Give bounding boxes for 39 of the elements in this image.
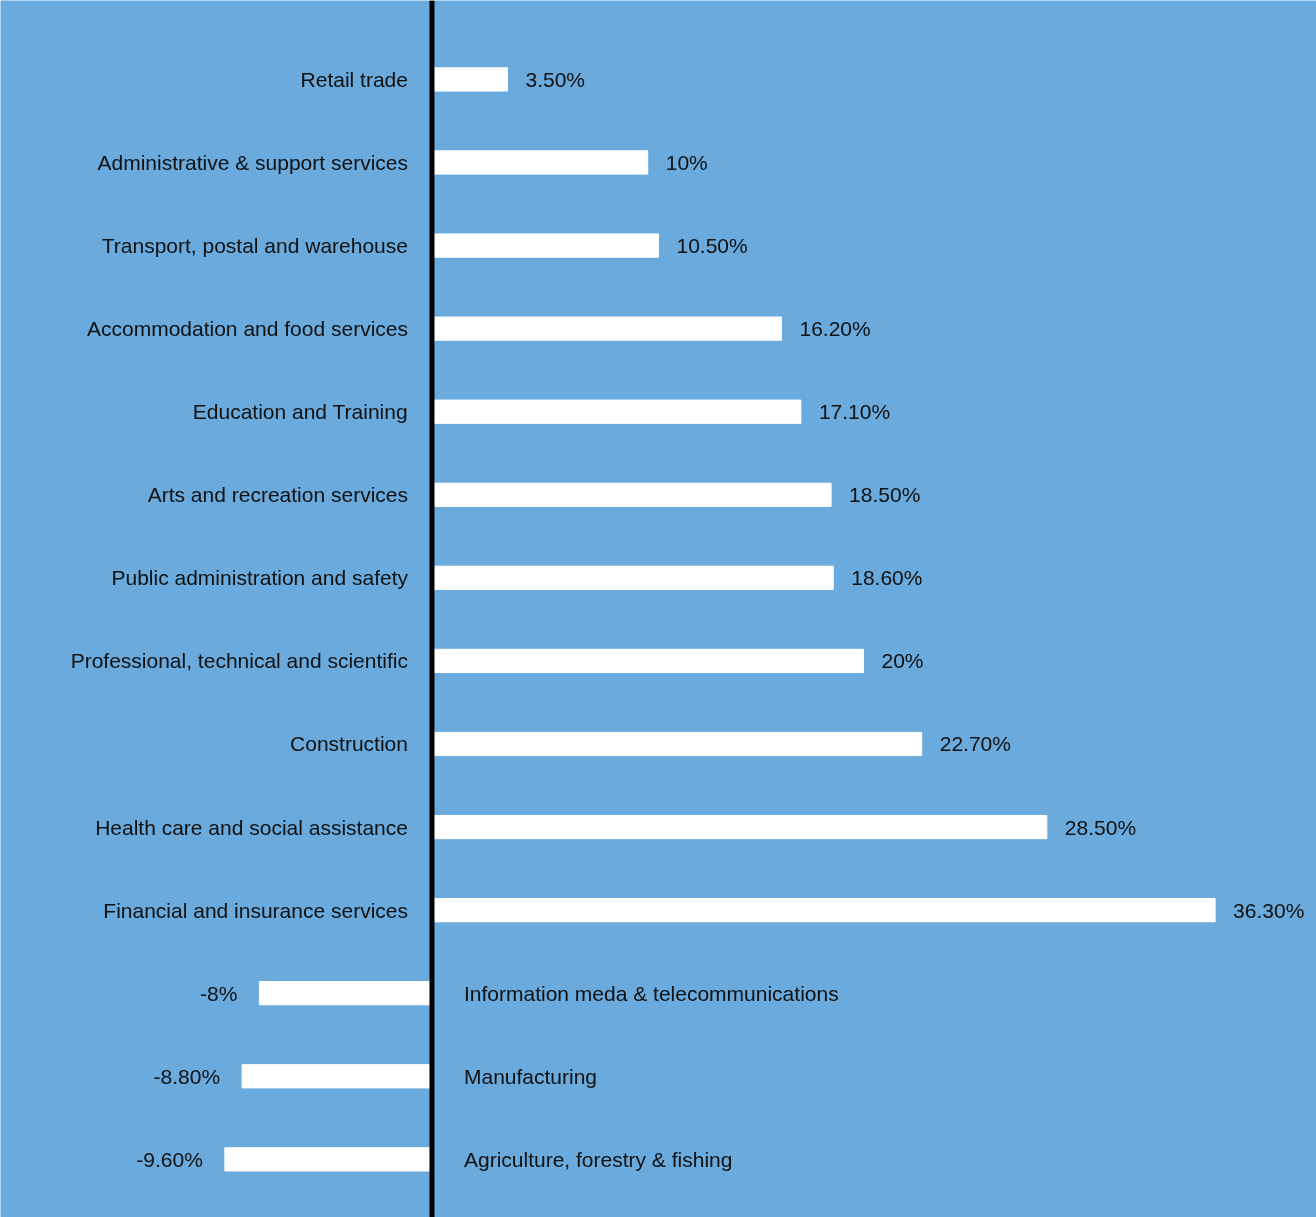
data-label: 16.20% (799, 317, 871, 341)
data-label: 3.50% (525, 67, 586, 91)
data-label: 18.50% (849, 483, 921, 507)
bar (431, 150, 649, 175)
data-label: 17.10% (818, 400, 891, 424)
bar (431, 233, 659, 258)
y-tick-label: Financial and insurance services (103, 898, 408, 922)
data-label: 10% (665, 150, 708, 174)
bar (431, 316, 782, 341)
bar (431, 898, 1216, 923)
data-label: -8.80% (153, 1064, 221, 1088)
y-tick-label: Agriculture, forestry & fishing (463, 1147, 733, 1171)
y-tick-label: Information meda & telecommunications (463, 981, 839, 1005)
bar (431, 648, 864, 674)
data-label: 18.60% (851, 566, 923, 590)
data-label: 28.50% (1064, 815, 1137, 839)
data-label: 22.70% (939, 732, 1011, 756)
data-label: 20% (881, 649, 924, 673)
bar (431, 399, 802, 424)
bar (431, 565, 834, 590)
y-tick-label: Retail trade (300, 67, 408, 91)
y-tick-label: Health care and social assistance (95, 815, 408, 839)
y-tick-label: Construction (290, 732, 408, 756)
data-label: 10.50% (676, 234, 748, 258)
data-label: -8% (200, 981, 238, 1005)
y-tick-label: Manufacturing (463, 1064, 598, 1088)
y-tick-label: Transport, postal and warehouse (101, 234, 408, 258)
bar (431, 814, 1048, 840)
data-label: 36.30% (1233, 898, 1305, 922)
bar (431, 482, 832, 507)
y-tick-label: Arts and recreation services (147, 483, 408, 507)
data-label: -9.60% (136, 1147, 203, 1171)
y-tick-label: Professional, technical and scientific (70, 649, 408, 673)
y-tick-label: Accommodation and food services (86, 317, 408, 341)
y-tick-label: Education and Training (192, 400, 408, 424)
bar (431, 67, 508, 92)
y-tick-label: Public administration and safety (111, 566, 409, 590)
y-tick-label: Administrative & support services (97, 150, 408, 174)
bar (431, 731, 923, 757)
